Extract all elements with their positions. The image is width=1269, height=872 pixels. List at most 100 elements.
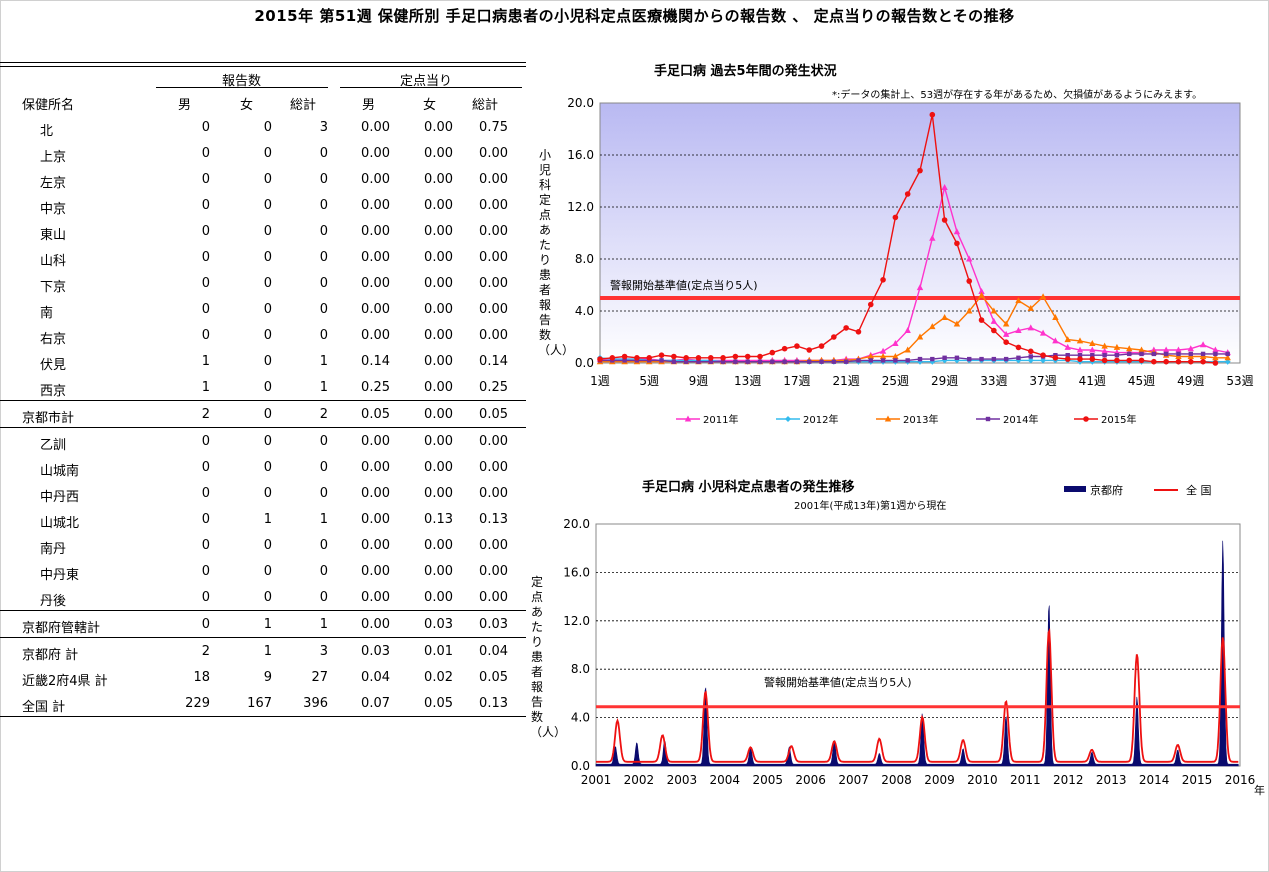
table-row: 丹後 0 0 0 0.00 0.00 0.00 — [0, 584, 526, 610]
row-cell: 0.13 — [479, 696, 508, 711]
row-cell: 0 — [263, 380, 272, 395]
row-cell: 0 — [201, 276, 210, 291]
table-row: 上京 0 0 0 0.00 0.00 0.00 — [0, 140, 526, 166]
row-cell: 0 — [263, 354, 272, 369]
group-header-per-site: 定点当り — [400, 74, 453, 89]
row-cell: 1 — [319, 354, 328, 369]
row-cell: 1 — [319, 380, 328, 395]
column-header-total: 総計 — [290, 98, 317, 113]
row-cell: 0 — [319, 538, 328, 553]
table-row: 南 0 0 0 0.00 0.00 0.00 — [0, 296, 526, 322]
table-row: 中丹東 0 0 0 0.00 0.00 0.00 — [0, 558, 526, 584]
row-name: 乙訓 — [40, 438, 67, 453]
row-cell: 2 — [201, 644, 210, 659]
table-top-border — [0, 66, 526, 67]
row-name: 南丹 — [40, 542, 67, 557]
table-row: 中丹西 0 0 0 0.00 0.00 0.00 — [0, 480, 526, 506]
row-cell: 0 — [201, 590, 210, 605]
report-table: 報告数 定点当り 保健所名 男 女 総計 男 女 総計 北 0 0 3 0.00 0.00… — [0, 62, 526, 717]
row-cell: 0 — [201, 224, 210, 239]
table-row: 伏見 1 0 1 0.14 0.00 0.14 — [0, 348, 526, 374]
row-cell: 0.00 — [479, 538, 508, 553]
row-name: 右京 — [40, 332, 67, 347]
row-cell: 0.00 — [361, 302, 390, 317]
row-cell: 0.00 — [479, 590, 508, 605]
row-cell: 0.00 — [361, 590, 390, 605]
table-row: 左京 0 0 0 0.00 0.00 0.00 — [0, 166, 526, 192]
row-cell: 18 — [193, 670, 210, 685]
row-cell: 167 — [247, 696, 272, 711]
row-name: 近畿2府4県 計 — [22, 674, 108, 689]
table-row: 京都市計 2 0 2 0.05 0.00 0.05 — [0, 401, 526, 427]
row-cell: 0 — [263, 198, 272, 213]
row-cell: 0.03 — [424, 617, 453, 632]
row-cell: 0.14 — [479, 354, 508, 369]
row-cell: 0 — [201, 617, 210, 632]
row-cell: 0.00 — [424, 460, 453, 475]
table-body: 北 0 0 3 0.00 0.00 0.75 上京 0 0 0 0.00 0.00 0.00 左京 0 0 0 0.… — [0, 62, 526, 717]
row-cell: 0 — [201, 120, 210, 135]
row-cell: 0.05 — [361, 407, 390, 422]
table-group-header: 報告数 定点当り — [0, 62, 526, 89]
table-row: 京都府 計 2 1 3 0.03 0.01 0.04 — [0, 638, 526, 664]
row-cell: 1 — [263, 512, 272, 527]
row-cell: 0.14 — [361, 354, 390, 369]
row-cell: 0.00 — [479, 302, 508, 317]
row-cell: 0.00 — [479, 460, 508, 475]
row-cell: 0 — [201, 564, 210, 579]
row-cell: 0.00 — [424, 250, 453, 265]
row-cell: 0.03 — [361, 644, 390, 659]
row-name: 中京 — [40, 202, 67, 217]
row-name: 東山 — [40, 228, 67, 243]
row-cell: 0 — [201, 460, 210, 475]
chart1-note: *:データの集計上、53週が存在する年があるため、欠損値があるようにみえます。 — [832, 90, 1203, 101]
row-cell: 0 — [201, 146, 210, 161]
row-cell: 0.00 — [361, 564, 390, 579]
row-cell: 3 — [319, 644, 328, 659]
row-name: 伏見 — [40, 358, 67, 373]
row-cell: 0.00 — [424, 328, 453, 343]
row-cell: 0 — [201, 172, 210, 187]
row-cell: 0.00 — [479, 276, 508, 291]
row-cell: 0.00 — [479, 172, 508, 187]
row-cell: 0 — [319, 198, 328, 213]
row-cell: 0 — [263, 434, 272, 449]
row-cell: 0 — [201, 198, 210, 213]
row-cell: 0.00 — [479, 250, 508, 265]
row-cell: 0.00 — [479, 434, 508, 449]
group-underline-counts — [156, 87, 328, 88]
row-cell: 396 — [303, 696, 328, 711]
row-name: 京都市計 — [22, 411, 75, 426]
row-cell: 0.00 — [361, 172, 390, 187]
row-cell: 0.00 — [361, 328, 390, 343]
section-rule — [0, 610, 526, 611]
row-name: 南 — [40, 306, 54, 321]
row-cell: 0.00 — [361, 224, 390, 239]
row-cell: 0.00 — [361, 460, 390, 475]
row-cell: 0 — [201, 538, 210, 553]
row-cell: 0.04 — [479, 644, 508, 659]
column-header-male: 男 — [178, 98, 192, 113]
row-name: 西京 — [40, 384, 67, 399]
row-cell: 0 — [319, 328, 328, 343]
row-cell: 0.03 — [479, 617, 508, 632]
row-cell: 0 — [319, 564, 328, 579]
table-bottom-rule — [0, 716, 526, 717]
row-cell: 0 — [263, 172, 272, 187]
table-row: 山科 0 0 0 0.00 0.00 0.00 — [0, 244, 526, 270]
row-cell: 0.04 — [361, 670, 390, 685]
row-cell: 0.00 — [479, 146, 508, 161]
row-cell: 0.00 — [361, 120, 390, 135]
table-row: 京都府管轄計 0 1 1 0.00 0.03 0.03 — [0, 611, 526, 637]
row-cell: 1 — [319, 617, 328, 632]
table-row: 山城北 0 1 1 0.00 0.13 0.13 — [0, 506, 526, 532]
row-cell: 0 — [201, 486, 210, 501]
row-cell: 0.00 — [424, 198, 453, 213]
row-cell: 0 — [201, 302, 210, 317]
row-cell: 0.00 — [361, 276, 390, 291]
row-name: 全国 計 — [22, 700, 66, 715]
page-title: 2015年 第51週 保健所別 手足口病患者の小児科定点医療機関からの報告数 、… — [254, 7, 1015, 25]
row-cell: 0 — [201, 512, 210, 527]
row-cell: 229 — [185, 696, 210, 711]
row-cell: 0.75 — [479, 120, 508, 135]
